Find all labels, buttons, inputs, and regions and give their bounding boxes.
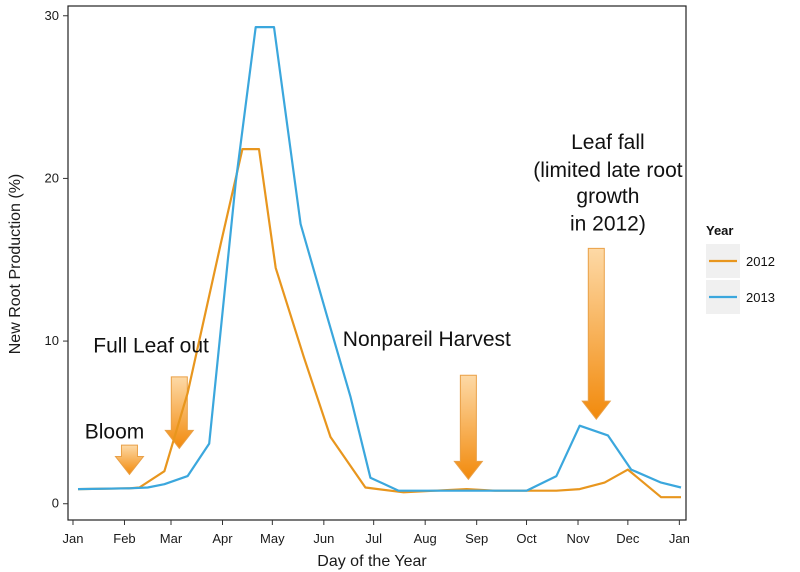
x-axis-title: Day of the Year: [317, 553, 427, 570]
x-tick-label: Jan: [669, 531, 690, 546]
legend: Year 2012 2013: [706, 223, 775, 314]
annotation-text: Leaf fall: [571, 131, 645, 154]
series-lines: [77, 26, 682, 499]
down-arrow-icon: [581, 247, 612, 420]
y-tick-label: 10: [45, 333, 59, 348]
x-tick-label: Apr: [212, 531, 233, 546]
y-axis-title: New Root Production (%): [7, 174, 24, 355]
x-tick-label: Jun: [313, 531, 334, 546]
legend-label: 2013: [746, 290, 775, 305]
annotation-text: growth: [576, 185, 639, 208]
down-arrow-icon: [453, 374, 484, 481]
annotation-text: Nonpareil Harvest: [343, 328, 511, 351]
y-tick-label: 30: [45, 8, 59, 23]
annotation-text: in 2012): [570, 212, 646, 235]
x-tick-label: May: [260, 531, 285, 546]
x-tick-label: Mar: [160, 531, 183, 546]
x-tick-label: Jan: [62, 531, 83, 546]
x-tick-label: Sep: [465, 531, 488, 546]
series-line-2013: [77, 26, 682, 492]
annotation-text: Full Leaf out: [93, 334, 209, 357]
x-tick-label: Dec: [616, 531, 640, 546]
y-tick-label: 20: [45, 170, 59, 185]
x-tick-label: Oct: [516, 531, 537, 546]
down-arrow-icon: [114, 444, 145, 476]
x-axis: Jan Feb Mar Apr May Jun Jul Aug Sep Oct Nov Dec Jan: [62, 520, 690, 546]
x-tick-label: Feb: [113, 531, 135, 546]
legend-label: 2012: [746, 254, 775, 269]
series-line-2012: [77, 148, 681, 499]
legend-title: Year: [706, 223, 733, 238]
annotation-arrows: [114, 247, 612, 481]
x-tick-label: Aug: [414, 531, 437, 546]
x-tick-label: Jul: [365, 531, 382, 546]
annotations: Bloom Full Leaf out Nonpareil Harvest Leaf …: [85, 131, 683, 444]
y-axis: 0 10 20 30: [45, 8, 68, 511]
annotation-text: Bloom: [85, 421, 145, 444]
x-tick-label: Nov: [566, 531, 590, 546]
annotation-text: (limited late root: [533, 159, 683, 182]
y-tick-label: 0: [52, 496, 59, 511]
